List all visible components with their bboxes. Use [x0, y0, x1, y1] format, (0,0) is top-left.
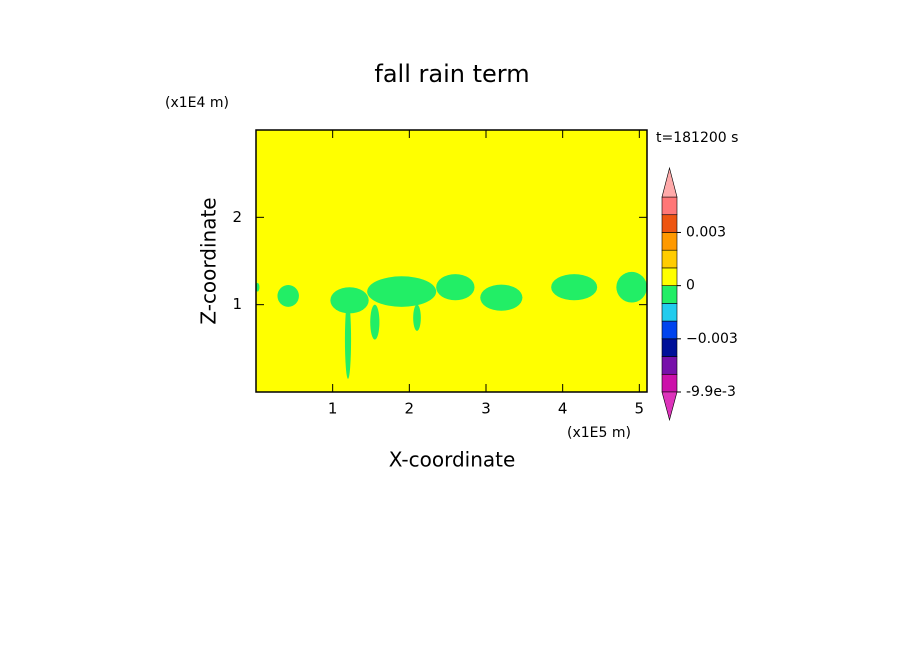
colorbar-tick-label: 0 — [686, 278, 695, 294]
y-tick-label: 1 — [232, 295, 242, 313]
rain-region — [436, 274, 475, 301]
colorbar-box — [661, 320, 678, 340]
rain-region — [330, 287, 369, 314]
colorbar-box — [661, 267, 678, 286]
x-tick-label: 2 — [405, 400, 415, 418]
rain-region — [344, 300, 352, 379]
y-unit: (x1E4 m) — [165, 95, 229, 111]
y-tick-label: 2 — [232, 208, 242, 226]
x-tick-label: 4 — [558, 400, 568, 418]
plot-frame — [255, 129, 648, 393]
x-tick-label: 5 — [635, 400, 645, 418]
x-unit: (x1E5 m) — [567, 425, 631, 441]
colorbar-box — [661, 373, 678, 393]
chart-title: fall rain term — [374, 60, 529, 88]
rain-region — [256, 282, 260, 292]
x-tick-label: 1 — [328, 400, 338, 418]
field-background — [256, 130, 647, 392]
colorbar-tick-label: 0.003 — [686, 224, 726, 240]
colorbar-box — [661, 338, 678, 357]
rain-region — [367, 276, 437, 307]
colorbar-box — [661, 249, 678, 269]
colorbar-box — [661, 214, 678, 233]
colorbar-tick-label: -9.9e-3 — [686, 384, 736, 400]
colorbar-box — [661, 232, 678, 251]
rain-region — [551, 274, 598, 301]
rain-region — [616, 271, 647, 303]
x-tick-label: 3 — [481, 400, 491, 418]
colorbar-box — [661, 356, 678, 375]
y-axis-label: Z-coordinate — [197, 197, 221, 324]
rain-region — [480, 284, 523, 311]
time-label: t=181200 s — [656, 130, 738, 146]
colorbar-under — [661, 391, 678, 422]
rain-region — [413, 304, 421, 331]
regions — [256, 271, 647, 379]
rain-region — [277, 285, 299, 307]
colorbar-box — [661, 196, 678, 216]
colorbar-tick-label: −0.003 — [686, 331, 738, 347]
x-axis-label: X-coordinate — [389, 448, 516, 472]
rain-region — [370, 304, 380, 340]
colorbar-box — [661, 285, 678, 304]
colorbar-over — [661, 166, 678, 198]
colorbar-box — [661, 303, 678, 322]
